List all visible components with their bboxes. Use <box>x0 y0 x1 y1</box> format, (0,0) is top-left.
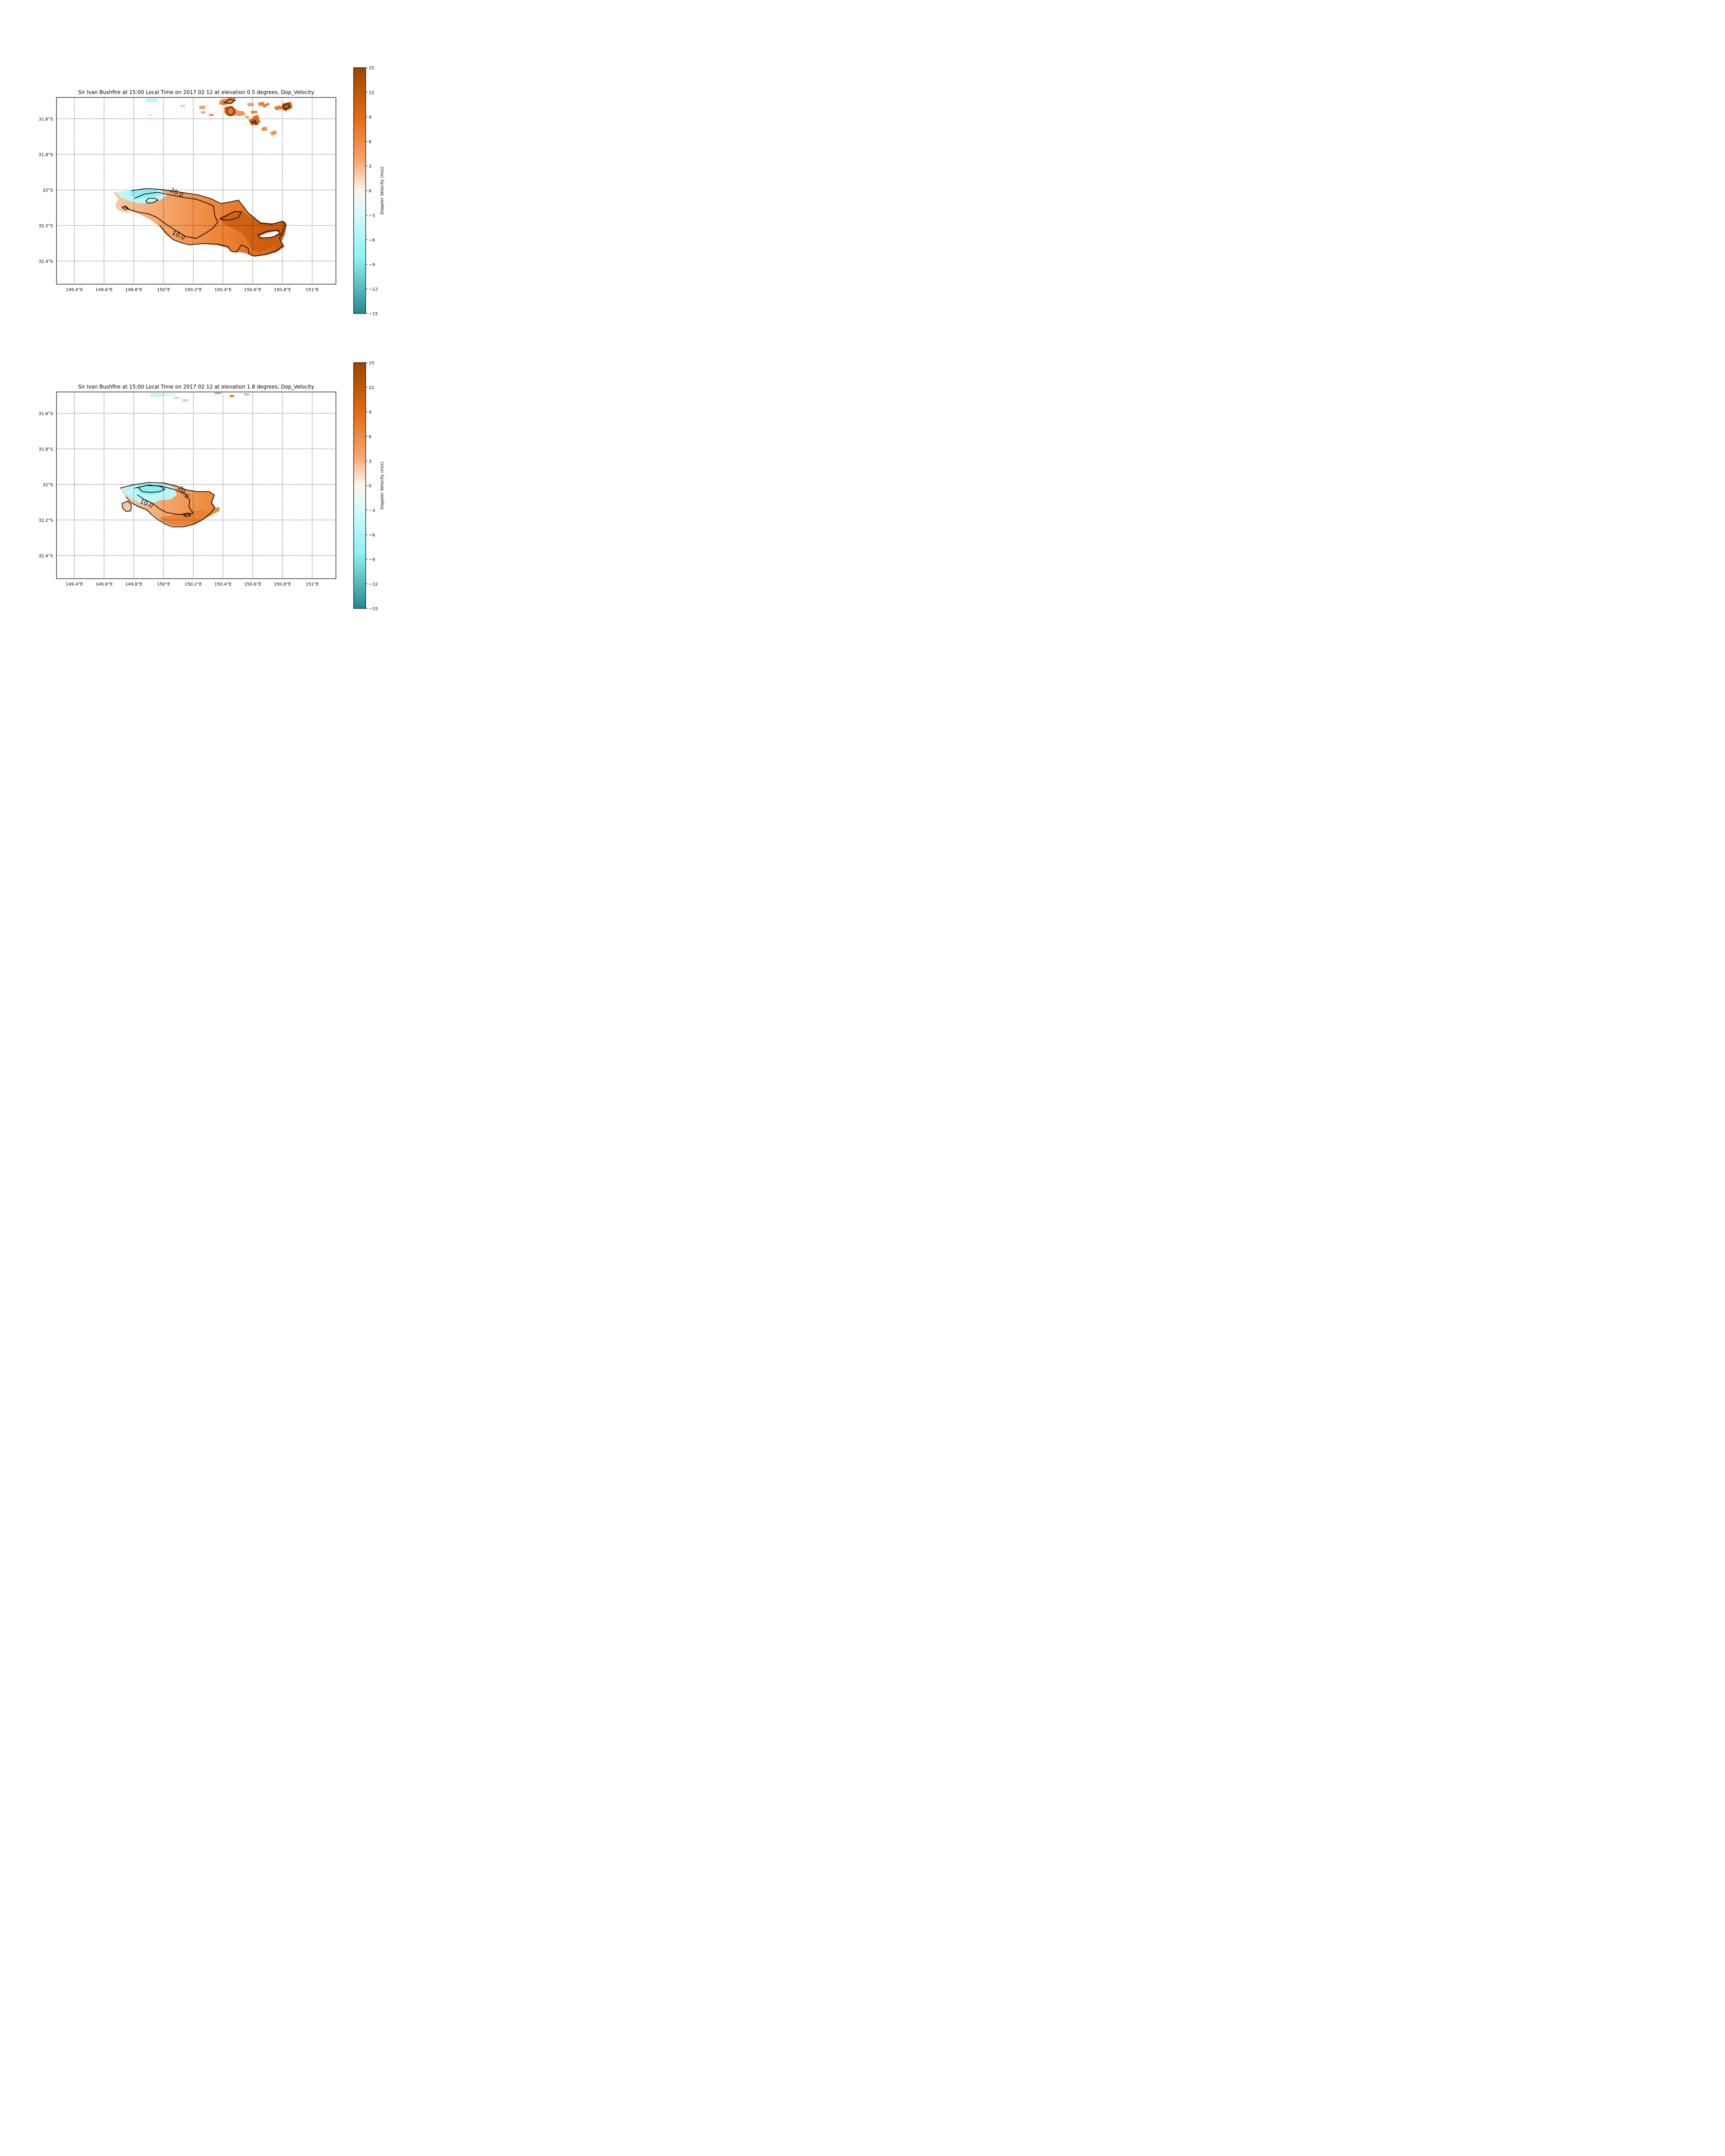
colorbar-2: 15 12 9 6 3 0 −3 −6 −9 −12 −15 Doppler Velocity (m… <box>353 361 385 611</box>
colorbar-tick-label: −9 <box>369 263 375 267</box>
contour-north-c-1 <box>283 103 291 110</box>
x-tick-label: 149.8°E <box>125 288 142 292</box>
contour-small-2 <box>182 513 191 517</box>
figure: Sir Ivan Bushfire at 15:00 Local Time on… <box>38 66 385 611</box>
x-tick-label: 150.4°E <box>214 288 232 292</box>
colorbar-tick-label: −9 <box>369 558 375 562</box>
x-tick-label: 150.8°E <box>274 288 291 292</box>
colorbar-tick-label: −12 <box>369 287 378 292</box>
colorbar-tick-label: 6 <box>369 140 371 144</box>
map-title-2: Sir Ivan Bushfire at 15:00 Local Time on… <box>78 384 314 390</box>
colorbar-tick-label: −6 <box>369 238 375 243</box>
x-ticks-1: 149.4°E 149.6°E 149.8°E 150°E 150.2°E 150.4°E… <box>66 288 319 292</box>
colorbar-ramp-1 <box>353 67 366 314</box>
y-tick-label: 32.2°S <box>38 518 53 523</box>
contours-1 <box>121 99 291 257</box>
contour-north-a-1 <box>226 107 236 116</box>
grid-2 <box>56 392 336 579</box>
colorbar-1: 15 12 9 6 3 0 −3 −6 −9 −12 −15 Doppler Velocity (m… <box>353 66 385 317</box>
colorbar-tick-label: 0 <box>369 189 371 194</box>
colorbar-tick-label: 3 <box>369 164 371 169</box>
y-ticks-2: 31.6°S 31.8°S 32°S 32.2°S 32.4°S <box>38 411 53 558</box>
contour-north-b-1 <box>223 99 236 104</box>
plume-echo-1 <box>113 188 287 257</box>
colorbar-tick-label: 15 <box>369 361 374 366</box>
contour-west-1 <box>121 206 129 210</box>
contour-20-1 <box>123 192 218 239</box>
map-frame-2 <box>56 392 336 579</box>
contour-10-outer-2 <box>119 482 216 527</box>
contour-inner-1 <box>219 211 242 220</box>
plume-core-2 <box>160 510 210 525</box>
x-tick-label: 150°E <box>157 582 170 587</box>
colorbar-tick-label: −12 <box>369 582 378 587</box>
contour-ring-1 <box>257 230 281 238</box>
colorbar-ramp-2 <box>353 362 366 609</box>
x-tick-label: 150°E <box>157 288 170 292</box>
x-tick-label: 149.4°E <box>66 582 83 587</box>
x-tick-label: 149.8°E <box>125 582 142 587</box>
grid-1 <box>56 97 336 284</box>
contour-north-d-1 <box>250 120 257 125</box>
colorbar-tick-label: −6 <box>369 533 375 538</box>
colorbar-tick-label: 9 <box>369 115 371 120</box>
x-tick-label: 150.2°E <box>185 288 202 292</box>
colorbar-tick-label: 9 <box>369 410 371 415</box>
scattered-echoes-1 <box>146 97 292 136</box>
colorbar-tick-label: 12 <box>369 91 374 95</box>
contour-10-outer-1 <box>131 188 286 257</box>
colorbar-tick-label: 6 <box>369 435 371 439</box>
x-tick-label: 149.6°E <box>95 288 113 292</box>
x-tick-label: 149.4°E <box>66 288 83 292</box>
colorbar-tick-label: −3 <box>369 508 375 513</box>
y-tick-label: 31.8°S <box>38 447 53 452</box>
negative-velocity-core-1 <box>129 189 160 198</box>
west-echo-2 <box>122 501 132 511</box>
y-ticks-1: 31.6°S 31.8°S 32°S 32.2°S 32.4°S <box>38 117 53 264</box>
contour-inner-2 <box>137 485 166 493</box>
negative-velocity-core-2 <box>136 485 166 495</box>
colorbar-tick-label: −3 <box>369 213 375 218</box>
radar-echoes-1 <box>113 97 292 257</box>
colorbar-tick-label: −15 <box>369 607 378 611</box>
contour-west-2 <box>122 501 132 512</box>
y-tick-label: 32.2°S <box>38 224 53 229</box>
colorbar-label-1: Doppler Velocity (m/s) <box>380 166 385 214</box>
x-tick-label: 151°E <box>306 288 319 292</box>
map-panel-1: Sir Ivan Bushfire at 15:00 Local Time on… <box>38 89 336 292</box>
colorbar-tick-label: 12 <box>369 385 374 390</box>
west-tail-echo-1 <box>115 204 129 213</box>
plume-core-1 <box>220 210 285 252</box>
colorbar-ticks-1: 15 12 9 6 3 0 −3 −6 −9 −12 −15 <box>366 66 378 317</box>
y-tick-label: 31.6°S <box>38 411 53 416</box>
x-ticks-2: 149.4°E 149.6°E 149.8°E 150°E 150.2°E 150.4°E… <box>66 582 319 587</box>
colorbar-ticks-2: 15 12 9 6 3 0 −3 −6 −9 −12 −15 <box>366 361 378 611</box>
x-tick-label: 150.6°E <box>244 582 261 587</box>
map-panel-2: Sir Ivan Bushfire at 15:00 Local Time on… <box>38 384 336 587</box>
y-tick-label: 31.6°S <box>38 117 53 122</box>
map-title-1: Sir Ivan Bushfire at 15:00 Local Time on… <box>78 89 314 95</box>
y-tick-label: 32°S <box>43 483 53 487</box>
x-tick-label: 149.6°E <box>95 582 113 587</box>
colorbar-tick-label: 3 <box>369 459 371 464</box>
x-tick-label: 150.4°E <box>214 582 232 587</box>
contour-10-small-1 <box>145 198 159 204</box>
plume-hole-1 <box>259 231 279 238</box>
x-tick-label: 150.6°E <box>244 288 261 292</box>
scattered-echoes-2 <box>150 392 249 401</box>
y-tick-label: 31.8°S <box>38 153 53 157</box>
y-tick-label: 32°S <box>43 188 53 193</box>
colorbar-label-2: Doppler Velocity (m/s) <box>380 461 385 509</box>
x-tick-label: 150.8°E <box>274 582 291 587</box>
x-tick-label: 150.2°E <box>185 582 202 587</box>
colorbar-tick-label: 0 <box>369 484 371 489</box>
y-tick-label: 32.4°S <box>38 554 53 558</box>
colorbar-tick-label: 15 <box>369 66 374 71</box>
x-tick-label: 151°E <box>306 582 319 587</box>
y-tick-label: 32.4°S <box>38 259 53 264</box>
colorbar-tick-label: −15 <box>369 312 378 317</box>
map-frame-1 <box>56 97 336 285</box>
